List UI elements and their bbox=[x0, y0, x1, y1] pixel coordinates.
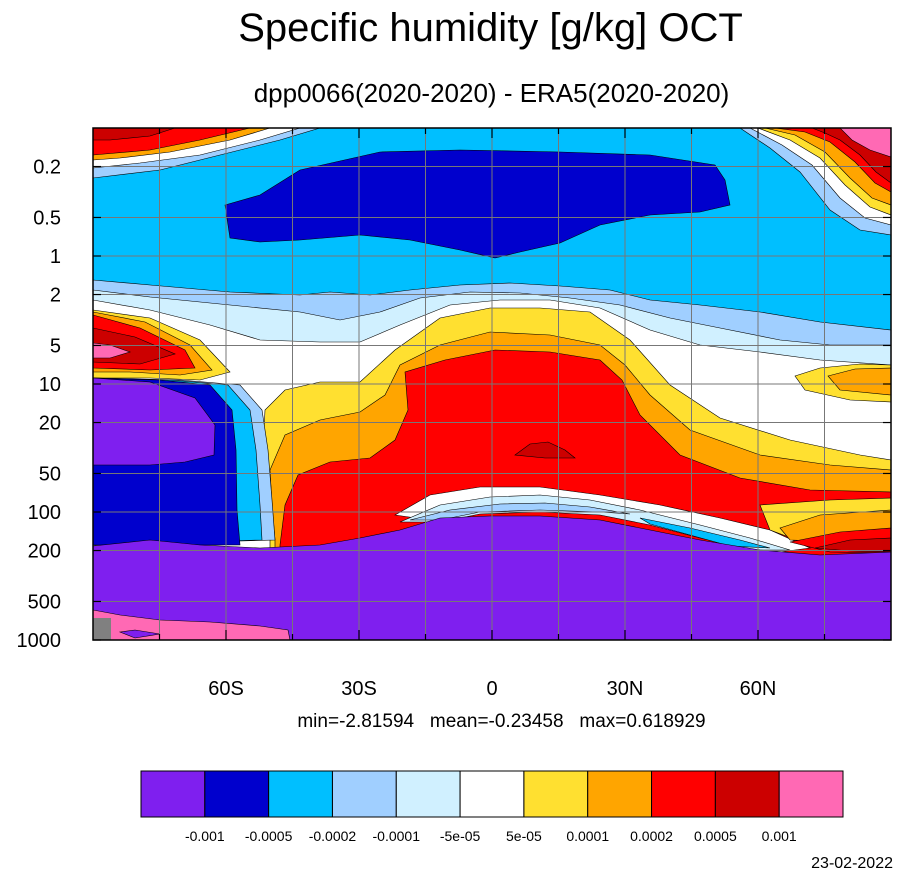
colorbar-label: 0.001 bbox=[762, 828, 797, 844]
colorbar-label: 0.0005 bbox=[694, 828, 737, 844]
y-tick-label: 1000 bbox=[17, 630, 62, 652]
colorbar-swatch bbox=[523, 770, 589, 818]
colorbar-swatch bbox=[587, 770, 653, 818]
colorbar-swatch bbox=[395, 770, 461, 818]
y-tick-label: 2 bbox=[50, 285, 61, 307]
colorbar-label: 0.0001 bbox=[566, 828, 609, 844]
sp-top-darkred bbox=[93, 128, 176, 141]
y-tick-label: 500 bbox=[28, 591, 61, 613]
np-lens-orange bbox=[827, 367, 891, 396]
date-stamp: 23-02-2022 bbox=[811, 855, 893, 872]
colorbar-swatch bbox=[331, 770, 397, 818]
colorbar-swatch bbox=[778, 770, 844, 818]
y-axis: 0.2 0.5 1 2 5 10 20 50 100 200 500 1000 bbox=[17, 157, 891, 652]
x-axis: 60S 30S 0 30N 60N bbox=[158, 128, 826, 700]
tropo-paleblue bbox=[409, 502, 631, 521]
y-tick-label: 1 bbox=[50, 246, 61, 268]
gridlines bbox=[93, 128, 891, 641]
blob-darkred-equator bbox=[514, 441, 576, 459]
colorbar: -0.001 -0.0005 -0.0002 -0.0001 -5e-05 5e-05 0.… bbox=[140, 770, 844, 844]
missing-data-patch bbox=[93, 618, 111, 640]
x-tick-label: 0 bbox=[486, 678, 497, 700]
chart-title: Specific humidity [g/kg] OCT bbox=[238, 6, 743, 50]
x-tick-label: 30S bbox=[341, 678, 377, 700]
y-tick-label: 5 bbox=[50, 335, 61, 357]
np-top-pink bbox=[839, 128, 891, 158]
y-tick-label: 200 bbox=[28, 541, 61, 563]
np-low-darkred bbox=[814, 537, 891, 553]
chart-subtitle: dpp0066(2020-2020) - ERA5(2020-2020) bbox=[253, 78, 730, 108]
y-tick-label: 0.2 bbox=[33, 157, 61, 179]
colorbar-label: 0.0002 bbox=[630, 828, 673, 844]
upper-blue-tongue bbox=[224, 149, 731, 259]
colorbar-swatch bbox=[140, 770, 206, 818]
y-tick-label: 10 bbox=[39, 374, 61, 396]
colorbar-label: -0.0005 bbox=[245, 828, 293, 844]
colorbar-label: -0.001 bbox=[185, 828, 225, 844]
colorbar-swatch bbox=[204, 770, 270, 818]
colorbar-label: 5e-05 bbox=[506, 828, 542, 844]
sp-lens-pink bbox=[93, 342, 131, 359]
x-tick-label: 30N bbox=[607, 678, 644, 700]
y-tick-label: 50 bbox=[39, 463, 61, 485]
colorbar-label: -5e-05 bbox=[440, 828, 481, 844]
colorbar-label: -0.0002 bbox=[309, 828, 357, 844]
y-tick-label: 20 bbox=[39, 413, 61, 435]
colorbar-swatch bbox=[268, 770, 333, 818]
x-tick-label: 60N bbox=[740, 678, 777, 700]
y-tick-label: 100 bbox=[28, 502, 61, 524]
chart-stats: min=-2.81594 mean=-0.23458 max=0.618929 bbox=[297, 711, 706, 732]
colorbar-swatch bbox=[651, 770, 716, 818]
colorbar-label: -0.0001 bbox=[373, 828, 421, 844]
y-tick-label: 0.5 bbox=[33, 207, 61, 229]
colorbar-swatch bbox=[459, 770, 525, 818]
tropo-lightblue-north bbox=[639, 517, 771, 549]
x-tick-label: 60S bbox=[208, 678, 244, 700]
sp-vortex-purple bbox=[93, 377, 216, 466]
colorbar-swatch bbox=[714, 770, 780, 818]
